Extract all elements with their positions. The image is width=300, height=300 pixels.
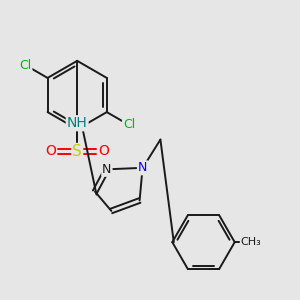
Text: N: N [138,161,147,174]
Text: O: O [45,145,56,158]
Text: Cl: Cl [19,59,32,72]
Text: O: O [98,145,110,158]
Text: S: S [72,144,82,159]
Text: N: N [102,163,112,176]
Text: Cl: Cl [123,118,135,131]
Text: CH₃: CH₃ [241,237,261,247]
Text: NH: NH [67,116,88,130]
